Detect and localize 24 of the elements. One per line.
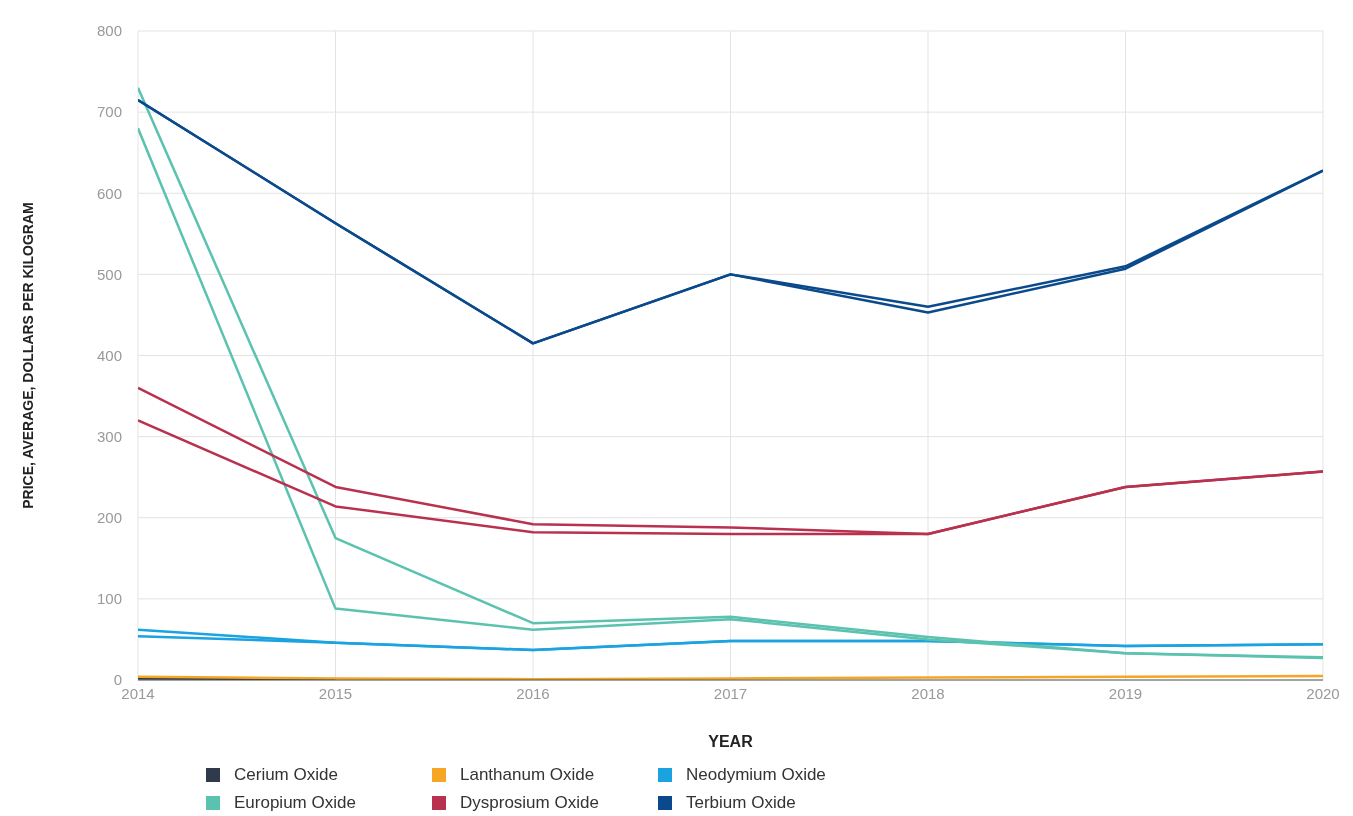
x-tick-label: 2014 (121, 684, 155, 702)
x-tick-label: 2016 (516, 684, 550, 702)
x-axis-title: YEAR (708, 733, 754, 750)
y-tick-label: 0 (113, 671, 122, 689)
y-axis-title: PRICE, AVERAGE, DOLLARS PER KILOGRAM (19, 202, 36, 509)
y-tick-label: 600 (96, 184, 122, 202)
legend-label: Terbium Oxide (686, 793, 796, 813)
legend-label: Lanthanum Oxide (460, 765, 595, 785)
y-tick-label: 200 (96, 509, 122, 527)
y-tick-label: 700 (96, 103, 122, 121)
legend-label: Dysprosium Oxide (460, 793, 599, 813)
x-tick-label: 2015 (318, 684, 353, 702)
legend-label: Europium Oxide (234, 793, 356, 813)
y-tick-label: 300 (96, 427, 122, 445)
y-tick-label: 100 (96, 590, 122, 608)
x-tick-label: 2019 (1108, 684, 1143, 702)
legend-label: Cerium Oxide (234, 765, 338, 785)
y-tick-label: 400 (96, 346, 122, 364)
x-tick-label: 2017 (713, 684, 748, 702)
x-tick-label: 2018 (911, 684, 945, 702)
y-tick-label: 500 (96, 265, 122, 283)
y-tick-label: 800 (96, 22, 122, 40)
legend-label: Neodymium Oxide (686, 765, 826, 785)
x-tick-label: 2020 (1306, 684, 1340, 702)
